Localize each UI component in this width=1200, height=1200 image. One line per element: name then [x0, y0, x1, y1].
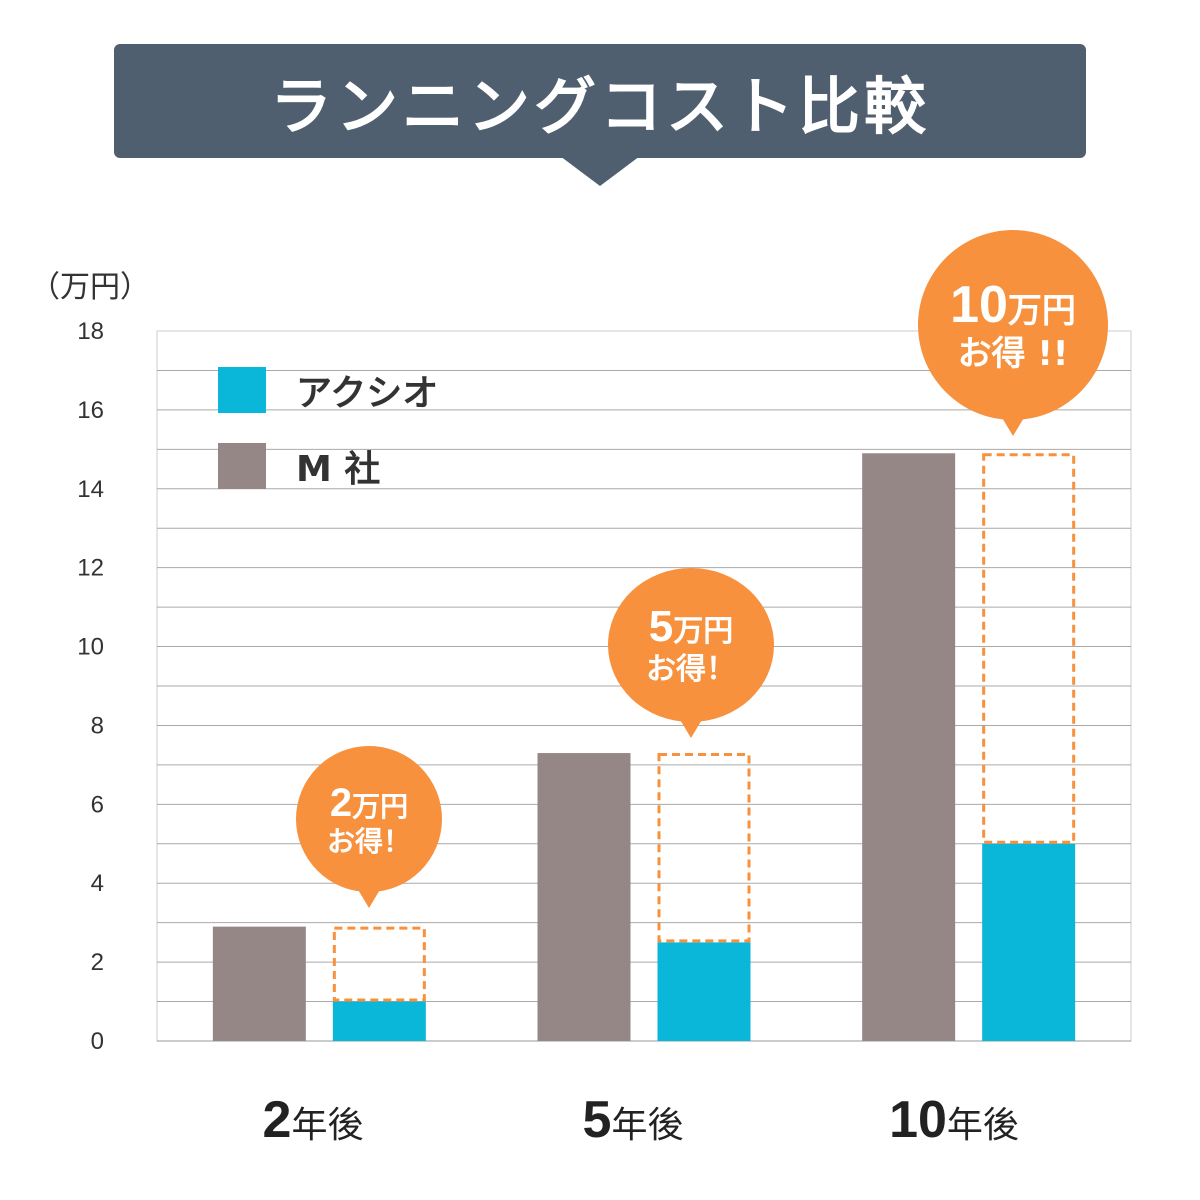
legend-label-axio: アクシオ — [296, 373, 439, 414]
bar-m-company — [212, 926, 306, 1041]
savings-outline — [657, 753, 751, 943]
y-tick-label: 4 — [91, 870, 104, 897]
savings-outline — [332, 926, 426, 1002]
title-banner: ランニングコスト比較 — [114, 44, 1086, 158]
savings-callout-10yr: 10万円 お得 !! — [918, 230, 1108, 420]
savings-amount: 2 — [329, 780, 353, 825]
x-tick-suffix: 年後 — [291, 1105, 364, 1146]
savings-text: お得！ — [646, 652, 736, 688]
savings-text: お得！ — [326, 824, 411, 858]
y-tick-label: 0 — [91, 1028, 104, 1055]
chart-title: ランニングコスト比較 — [269, 70, 930, 143]
bar-axio — [982, 843, 1076, 1041]
y-tick-label: 16 — [77, 397, 104, 424]
y-tick-label: 14 — [77, 476, 104, 503]
savings-unit: 万円 — [673, 614, 734, 650]
savings-outline — [982, 453, 1076, 844]
x-tick-label-5yr: 5年後 — [503, 1090, 763, 1150]
savings-callout-2yr: 2万円 お得！ — [296, 746, 442, 892]
legend-swatch-m-company — [218, 443, 266, 489]
legend-swatch-axio — [218, 367, 266, 413]
y-tick-label: 8 — [91, 712, 104, 739]
y-tick-label: 6 — [91, 791, 104, 818]
bar-axio — [657, 942, 751, 1041]
x-tick-label-2yr: 2年後 — [183, 1090, 443, 1150]
savings-amount: 10 — [950, 275, 1008, 334]
bar-m-company — [862, 453, 956, 1041]
legend-item-m-company: M 社 — [218, 442, 380, 490]
y-tick-label: 10 — [77, 634, 104, 661]
title-banner-pointer — [560, 156, 640, 186]
x-tick-number: 2 — [262, 1091, 292, 1149]
savings-callout-5yr: 5万円 お得！ — [608, 568, 774, 722]
x-tick-suffix: 年後 — [611, 1105, 684, 1146]
savings-unit: 万円 — [352, 789, 409, 823]
legend-item-axio: アクシオ — [218, 366, 438, 414]
savings-unit: 万円 — [1007, 290, 1076, 331]
y-axis-unit-label: （万円） — [30, 270, 150, 305]
bar-axio — [332, 1001, 426, 1041]
legend-label-m-company: M 社 — [296, 449, 381, 490]
y-tick-label: 12 — [77, 555, 104, 582]
savings-amount: 5 — [648, 602, 674, 652]
bar-m-company — [537, 753, 631, 1041]
x-tick-suffix: 年後 — [946, 1105, 1019, 1146]
x-tick-number: 5 — [582, 1091, 612, 1149]
y-tick-label: 2 — [91, 949, 104, 976]
savings-text: お得 !! — [957, 334, 1069, 375]
x-tick-number: 10 — [889, 1091, 947, 1149]
x-tick-label-10yr: 10年後 — [824, 1090, 1084, 1150]
y-tick-label: 18 — [77, 318, 104, 345]
